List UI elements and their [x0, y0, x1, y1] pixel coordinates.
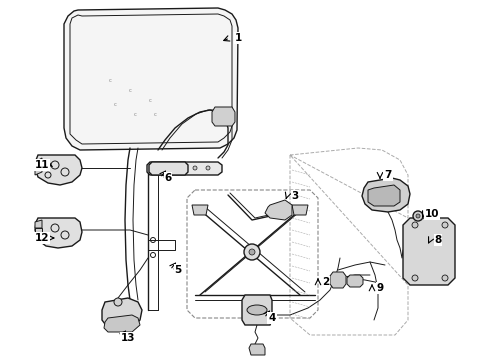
Polygon shape	[192, 205, 208, 215]
Text: c: c	[153, 112, 156, 117]
Text: 9: 9	[376, 283, 384, 293]
Text: 2: 2	[322, 277, 330, 287]
Polygon shape	[330, 272, 346, 288]
Circle shape	[168, 166, 172, 170]
Polygon shape	[242, 295, 272, 325]
Polygon shape	[35, 158, 42, 168]
Text: c: c	[114, 103, 117, 108]
Circle shape	[156, 166, 160, 170]
Text: 1: 1	[234, 33, 242, 43]
Polygon shape	[64, 8, 238, 150]
Text: c: c	[108, 77, 112, 82]
Polygon shape	[35, 165, 42, 175]
Circle shape	[442, 222, 448, 228]
Polygon shape	[368, 185, 400, 206]
Polygon shape	[362, 178, 410, 212]
Text: 4: 4	[269, 313, 276, 323]
Circle shape	[244, 244, 260, 260]
Polygon shape	[249, 344, 265, 355]
Text: 8: 8	[434, 235, 441, 245]
Circle shape	[193, 166, 197, 170]
Polygon shape	[147, 162, 222, 175]
Text: 10: 10	[425, 209, 439, 219]
Polygon shape	[102, 298, 142, 330]
Polygon shape	[292, 205, 308, 215]
Text: 11: 11	[35, 160, 49, 170]
Circle shape	[114, 298, 122, 306]
Circle shape	[412, 275, 418, 281]
Text: c: c	[133, 112, 137, 117]
Polygon shape	[104, 315, 140, 332]
Circle shape	[206, 166, 210, 170]
Text: 5: 5	[174, 265, 182, 275]
Text: 13: 13	[121, 333, 135, 343]
Text: 12: 12	[35, 233, 49, 243]
Circle shape	[416, 214, 420, 218]
Circle shape	[412, 222, 418, 228]
Circle shape	[413, 211, 423, 221]
Ellipse shape	[247, 305, 267, 315]
Polygon shape	[35, 218, 82, 248]
Polygon shape	[347, 275, 363, 287]
Circle shape	[180, 166, 184, 170]
Polygon shape	[35, 228, 42, 236]
Polygon shape	[265, 200, 292, 220]
Polygon shape	[212, 107, 235, 126]
Text: 7: 7	[384, 170, 392, 180]
Circle shape	[442, 275, 448, 281]
Text: 6: 6	[164, 173, 171, 183]
Text: 3: 3	[292, 191, 298, 201]
Text: c: c	[128, 87, 131, 93]
Polygon shape	[403, 218, 455, 285]
Polygon shape	[35, 155, 82, 185]
Text: c: c	[148, 98, 151, 103]
Circle shape	[249, 249, 255, 255]
Polygon shape	[149, 162, 188, 175]
Polygon shape	[35, 220, 42, 228]
